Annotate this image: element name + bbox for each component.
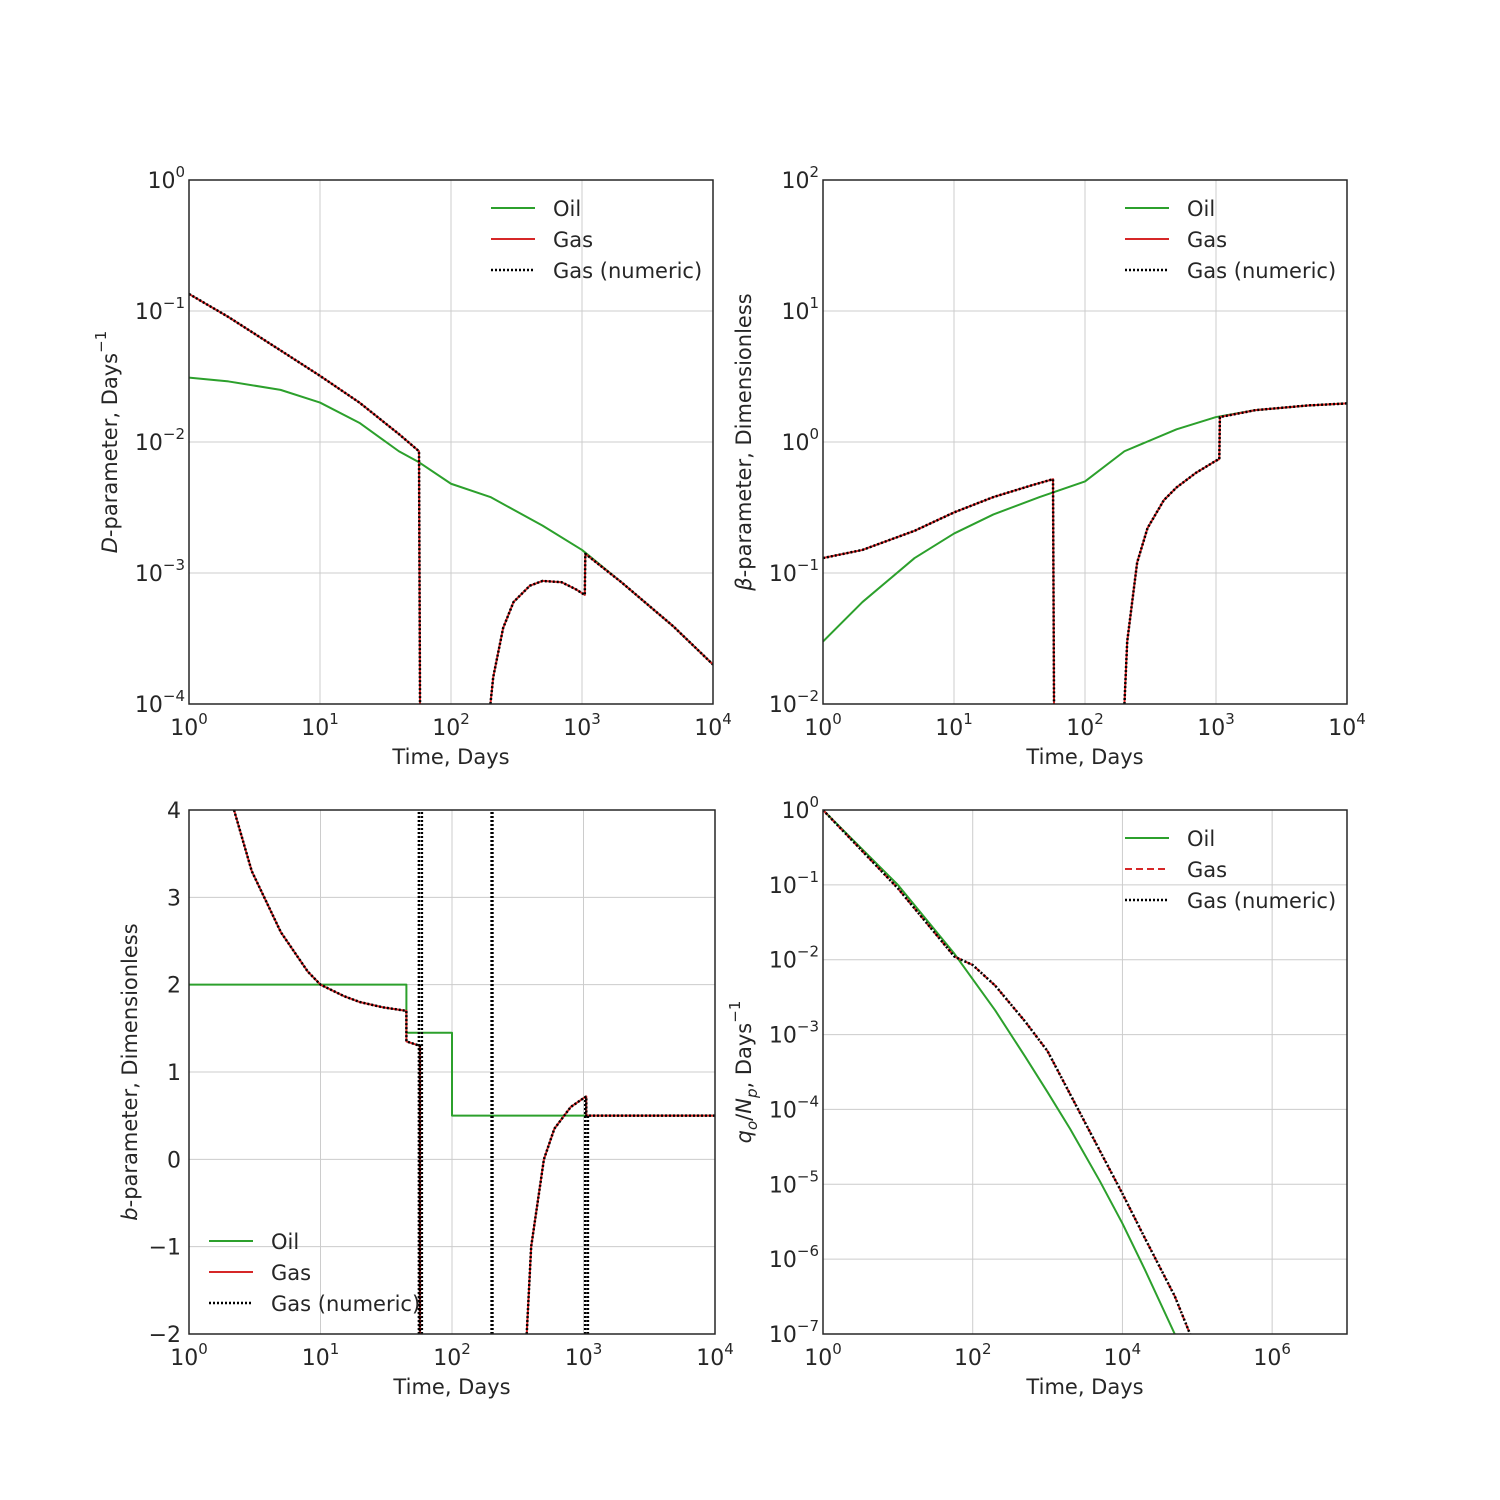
y-tick-label: 10−6 bbox=[769, 1242, 819, 1273]
y-tick-label: 101 bbox=[781, 294, 819, 325]
panel-q: 100 102 104 106 10−7 10−6 10−5 10−4 10−3 10−2 10−1… bbox=[726, 793, 1348, 1399]
legend-entry: Oil bbox=[1187, 197, 1215, 221]
y-tick-label: 10−2 bbox=[769, 943, 819, 974]
x-tick-label: 100 bbox=[804, 710, 842, 741]
y-tick-label: 10−2 bbox=[769, 687, 819, 718]
series-line-oil bbox=[823, 810, 1176, 1334]
x-tick-label: 103 bbox=[563, 710, 601, 741]
x-tick-label: 101 bbox=[935, 710, 973, 741]
plot-frame bbox=[188, 809, 716, 1335]
x-tick-label: 103 bbox=[1197, 710, 1235, 741]
y-axis-label: β-parameter, Dimensionless bbox=[732, 293, 756, 591]
y-tick-label: 10−3 bbox=[135, 556, 185, 587]
x-tick-label: 101 bbox=[301, 710, 339, 741]
y-tick-label: 10−1 bbox=[135, 294, 185, 325]
series-group bbox=[823, 402, 1347, 704]
y-axis-label: b-parameter, Dimensionless bbox=[118, 923, 142, 1220]
legend-entry: Gas (numeric) bbox=[1187, 259, 1336, 283]
series-line-gas bbox=[823, 810, 1191, 1334]
y-tick-label: −2 bbox=[149, 1323, 181, 1348]
y-tick-label: 10−1 bbox=[769, 868, 819, 899]
x-tick-label: 104 bbox=[1328, 710, 1366, 741]
legend: Oil Gas Gas (numeric) bbox=[209, 1230, 420, 1316]
legend-entry: Oil bbox=[553, 197, 581, 221]
panel-d: 100 101 102 103 104 10−4 10−3 10−2 10−1 100 Time, … bbox=[92, 163, 732, 769]
legend-entry: Oil bbox=[271, 1230, 299, 1254]
y-tick-label: 10−1 bbox=[769, 556, 819, 587]
x-tick-label: 102 bbox=[1066, 710, 1104, 741]
x-tick-label: 104 bbox=[1104, 1340, 1142, 1371]
legend-entry: Oil bbox=[1187, 827, 1215, 851]
y-tick-label: 10−4 bbox=[769, 1092, 819, 1123]
y-tick-label: 4 bbox=[167, 799, 181, 824]
x-tick-label: 104 bbox=[696, 1340, 734, 1371]
panel-beta: 100 101 102 103 104 10−2 10−1 100 101 102 Time, Da… bbox=[732, 163, 1366, 769]
series-line-gas-numeric bbox=[189, 292, 713, 704]
plot-frame bbox=[822, 809, 1348, 1335]
y-tick-label: 0 bbox=[167, 1148, 181, 1173]
y-tick-label: 102 bbox=[781, 163, 819, 194]
x-axis-label: Time, Days bbox=[391, 745, 509, 769]
series-line-gas-numeric bbox=[823, 810, 1192, 1334]
x-tick-label: 102 bbox=[954, 1340, 992, 1371]
y-axis-label: qo/Np, Days−1 bbox=[726, 1001, 761, 1144]
y-tick-label: 2 bbox=[167, 974, 181, 999]
x-axis-label: Time, Days bbox=[1025, 1375, 1143, 1399]
x-tick-label: 103 bbox=[565, 1340, 603, 1371]
series-group bbox=[823, 810, 1192, 1334]
y-tick-label: 100 bbox=[781, 793, 819, 824]
panel-b: 100 101 102 103 104 −2 −1 0 1 2 3 4 Time, Days b-para… bbox=[118, 799, 734, 1399]
plot-frame bbox=[822, 179, 1348, 705]
legend: Oil Gas Gas (numeric) bbox=[1125, 827, 1336, 913]
y-axis-label: D-parameter, Days−1 bbox=[92, 331, 122, 554]
legend-entry: Gas bbox=[1187, 228, 1227, 252]
y-tick-label: 10−2 bbox=[135, 425, 185, 456]
y-tick-label: −1 bbox=[149, 1236, 181, 1261]
x-tick-label: 101 bbox=[302, 1340, 340, 1371]
legend-entry: Gas bbox=[553, 228, 593, 252]
plot-frame bbox=[188, 179, 714, 705]
series-line-gas-numeric bbox=[823, 402, 1347, 704]
series-line-gas-numeric bbox=[232, 810, 715, 1334]
y-tick-label: 10−4 bbox=[135, 687, 185, 718]
series-group bbox=[189, 810, 715, 1334]
legend: Oil Gas Gas (numeric) bbox=[1125, 197, 1336, 283]
y-tick-label: 100 bbox=[147, 163, 185, 194]
x-axis-label: Time, Days bbox=[392, 1375, 510, 1399]
legend-entry: Gas (numeric) bbox=[1187, 889, 1336, 913]
x-tick-label: 100 bbox=[170, 710, 208, 741]
x-tick-label: 102 bbox=[432, 710, 470, 741]
x-tick-label: 100 bbox=[170, 1340, 208, 1371]
y-tick-label: 10−7 bbox=[769, 1317, 819, 1348]
legend-entry: Gas (numeric) bbox=[271, 1292, 420, 1316]
y-tick-label: 10−5 bbox=[769, 1167, 819, 1198]
y-tick-label: 1 bbox=[167, 1061, 181, 1086]
legend-entry: Gas bbox=[1187, 858, 1227, 882]
x-axis-label: Time, Days bbox=[1025, 745, 1143, 769]
series-group bbox=[189, 292, 713, 704]
x-tick-label: 100 bbox=[804, 1340, 842, 1371]
x-tick-label: 104 bbox=[694, 710, 732, 741]
legend: Oil Gas Gas (numeric) bbox=[491, 197, 702, 283]
y-tick-label: 3 bbox=[167, 886, 181, 911]
legend-entry: Gas (numeric) bbox=[553, 259, 702, 283]
y-tick-label: 10−3 bbox=[769, 1018, 819, 1049]
x-tick-label: 106 bbox=[1253, 1340, 1291, 1371]
y-tick-label: 100 bbox=[781, 425, 819, 456]
legend-entry: Gas bbox=[271, 1261, 311, 1285]
x-tick-label: 102 bbox=[433, 1340, 471, 1371]
series-line-oil bbox=[189, 983, 715, 1117]
